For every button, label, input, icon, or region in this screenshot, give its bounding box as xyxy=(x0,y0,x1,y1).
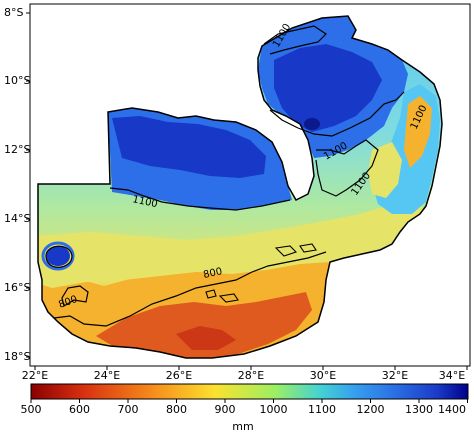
contour-800-small-islands xyxy=(205,243,317,303)
colorbar-tick-label: 600 xyxy=(69,403,90,416)
x-tick-label: 30°E xyxy=(309,369,337,382)
y-axis-ticks xyxy=(26,12,30,358)
x-tick-label: 32°E xyxy=(381,369,409,382)
east-dry-pocket xyxy=(404,96,432,168)
northwest-very-wet-core xyxy=(112,116,266,178)
west-wet-spot xyxy=(46,246,70,266)
y-tick-label: 14°S xyxy=(4,212,31,225)
south-darkest-core xyxy=(176,326,236,350)
central-yellow-band xyxy=(38,200,426,288)
colorbar-tick-label: 1400 xyxy=(438,403,466,416)
west-wet-spot-ring xyxy=(41,241,75,271)
contour-1100-north-inner xyxy=(263,25,327,55)
east-yellow-valley xyxy=(368,142,402,198)
contour-1100-northwest xyxy=(109,187,291,211)
colorbar-gradient xyxy=(30,383,469,400)
contour-label: 800 xyxy=(202,266,223,281)
y-tick-label: 16°S xyxy=(4,281,31,294)
colorbar-tick-label: 500 xyxy=(20,403,42,416)
x-tick-label: 24°E xyxy=(93,369,121,382)
south-very-dry-core xyxy=(96,292,312,358)
colorbar-tick-label: 800 xyxy=(166,403,187,416)
colorbar-tick-label: 1000 xyxy=(259,403,288,416)
colorbar-ticks xyxy=(30,399,468,403)
colorbar-tick-label: 1300 xyxy=(405,403,433,416)
x-tick-label: 28°E xyxy=(237,369,265,382)
y-tick-label: 12°S xyxy=(4,143,31,156)
colorbar-tick-label: 900 xyxy=(214,403,236,416)
colorbar-unit-label: mm xyxy=(232,420,254,432)
contour-800-south xyxy=(53,251,327,327)
y-tick-label: 18°S xyxy=(4,350,31,363)
x-tick-label: 34°E xyxy=(438,369,466,382)
contour-800-west-pocket xyxy=(61,285,89,307)
x-axis-ticks xyxy=(34,366,468,370)
x-tick-label: 22°E xyxy=(21,369,49,382)
contour-1100-west-ring xyxy=(45,245,73,268)
east-dark-spot xyxy=(304,118,320,130)
colorbar-tick-label: 700 xyxy=(117,403,139,416)
northeast-very-wet-core xyxy=(274,44,382,132)
x-tick-label: 26°E xyxy=(165,369,193,382)
y-tick-label: 10°S xyxy=(4,74,31,87)
contour-1100-east xyxy=(315,139,379,197)
contour-label: 1100 xyxy=(131,194,158,210)
map-panel: 1100 1100 1100 1100 1100 800 800 xyxy=(26,3,471,370)
y-tick-label: 8°S xyxy=(4,6,24,19)
contour-1100-northeast xyxy=(269,91,405,137)
colorbar-tick-label: 1100 xyxy=(308,403,336,416)
colorbar xyxy=(30,383,469,403)
colorbar-tick-label: 1200 xyxy=(356,403,385,416)
country-border xyxy=(37,15,443,359)
